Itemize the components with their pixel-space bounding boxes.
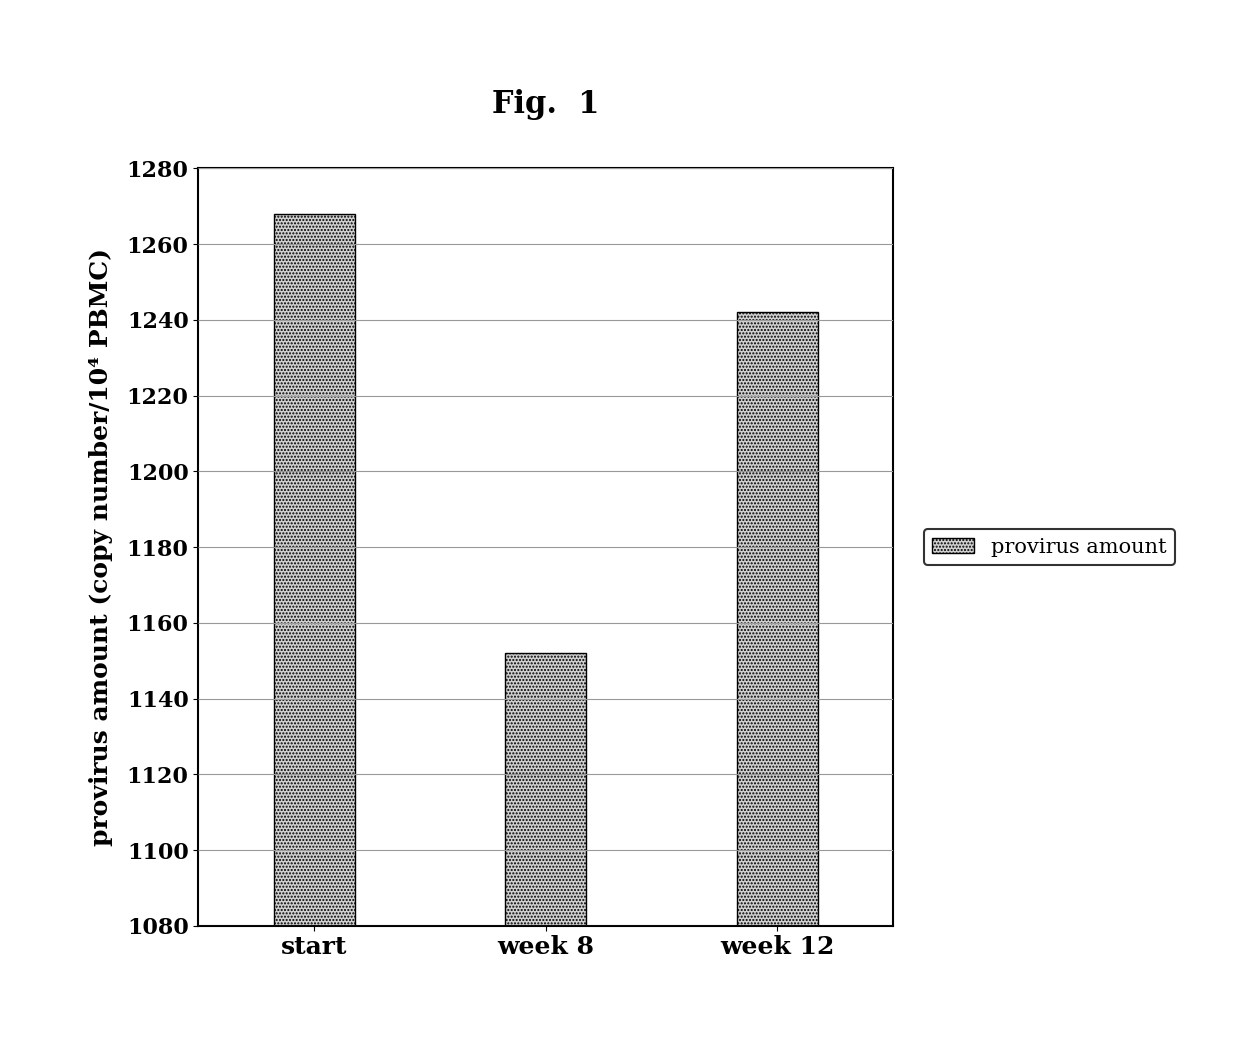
Bar (274, 214, 355, 926)
Title: Fig.  1: Fig. 1 (492, 88, 599, 120)
Legend: provirus amount: provirus amount (924, 529, 1174, 565)
Bar (737, 312, 817, 926)
Bar (505, 653, 587, 926)
Y-axis label: provirus amount (copy number/10⁴ PBMC): provirus amount (copy number/10⁴ PBMC) (89, 248, 113, 846)
